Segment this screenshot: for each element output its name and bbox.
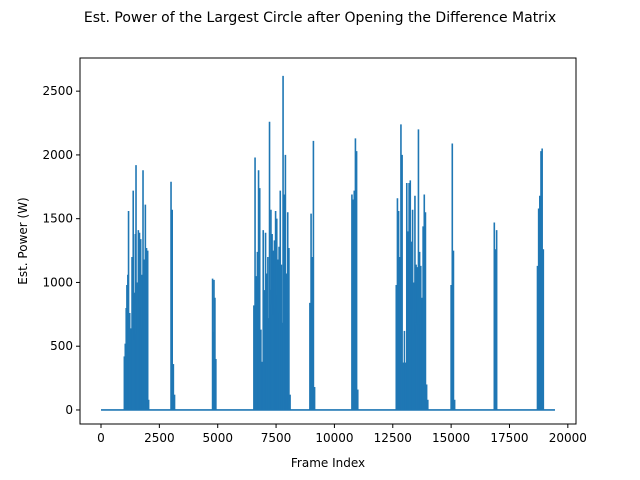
y-axis-label: Est. Power (W) xyxy=(16,197,30,285)
x-tick-label: 5000 xyxy=(202,431,233,445)
x-tick-label: 7500 xyxy=(261,431,292,445)
y-tick-label: 1000 xyxy=(42,275,73,289)
y-tick-label: 500 xyxy=(50,339,73,353)
axes-frame xyxy=(79,57,577,425)
y-tick-label: 2000 xyxy=(42,148,73,162)
x-tick-label: 17500 xyxy=(490,431,528,445)
x-tick-label: 15000 xyxy=(432,431,470,445)
x-tick-label: 12500 xyxy=(374,431,412,445)
plot-area xyxy=(101,75,555,411)
x-axis-label: Frame Index xyxy=(291,456,365,470)
x-axis: 0 2500 5000 7500 10000 12500 15000 17500 20000 xyxy=(97,424,587,445)
chart-title: Est. Power of the Largest Circle after O… xyxy=(84,10,556,26)
y-tick-label: 2500 xyxy=(42,84,73,98)
x-tick-label: 20000 xyxy=(549,431,587,445)
x-tick-label: 2500 xyxy=(144,431,175,445)
y-tick-label: 0 xyxy=(65,403,73,417)
y-tick-label: 1500 xyxy=(42,212,73,226)
x-tick-label: 0 xyxy=(97,431,105,445)
x-tick-label: 10000 xyxy=(315,431,353,445)
y-axis: 0 500 1000 1500 2000 2500 xyxy=(42,84,80,417)
